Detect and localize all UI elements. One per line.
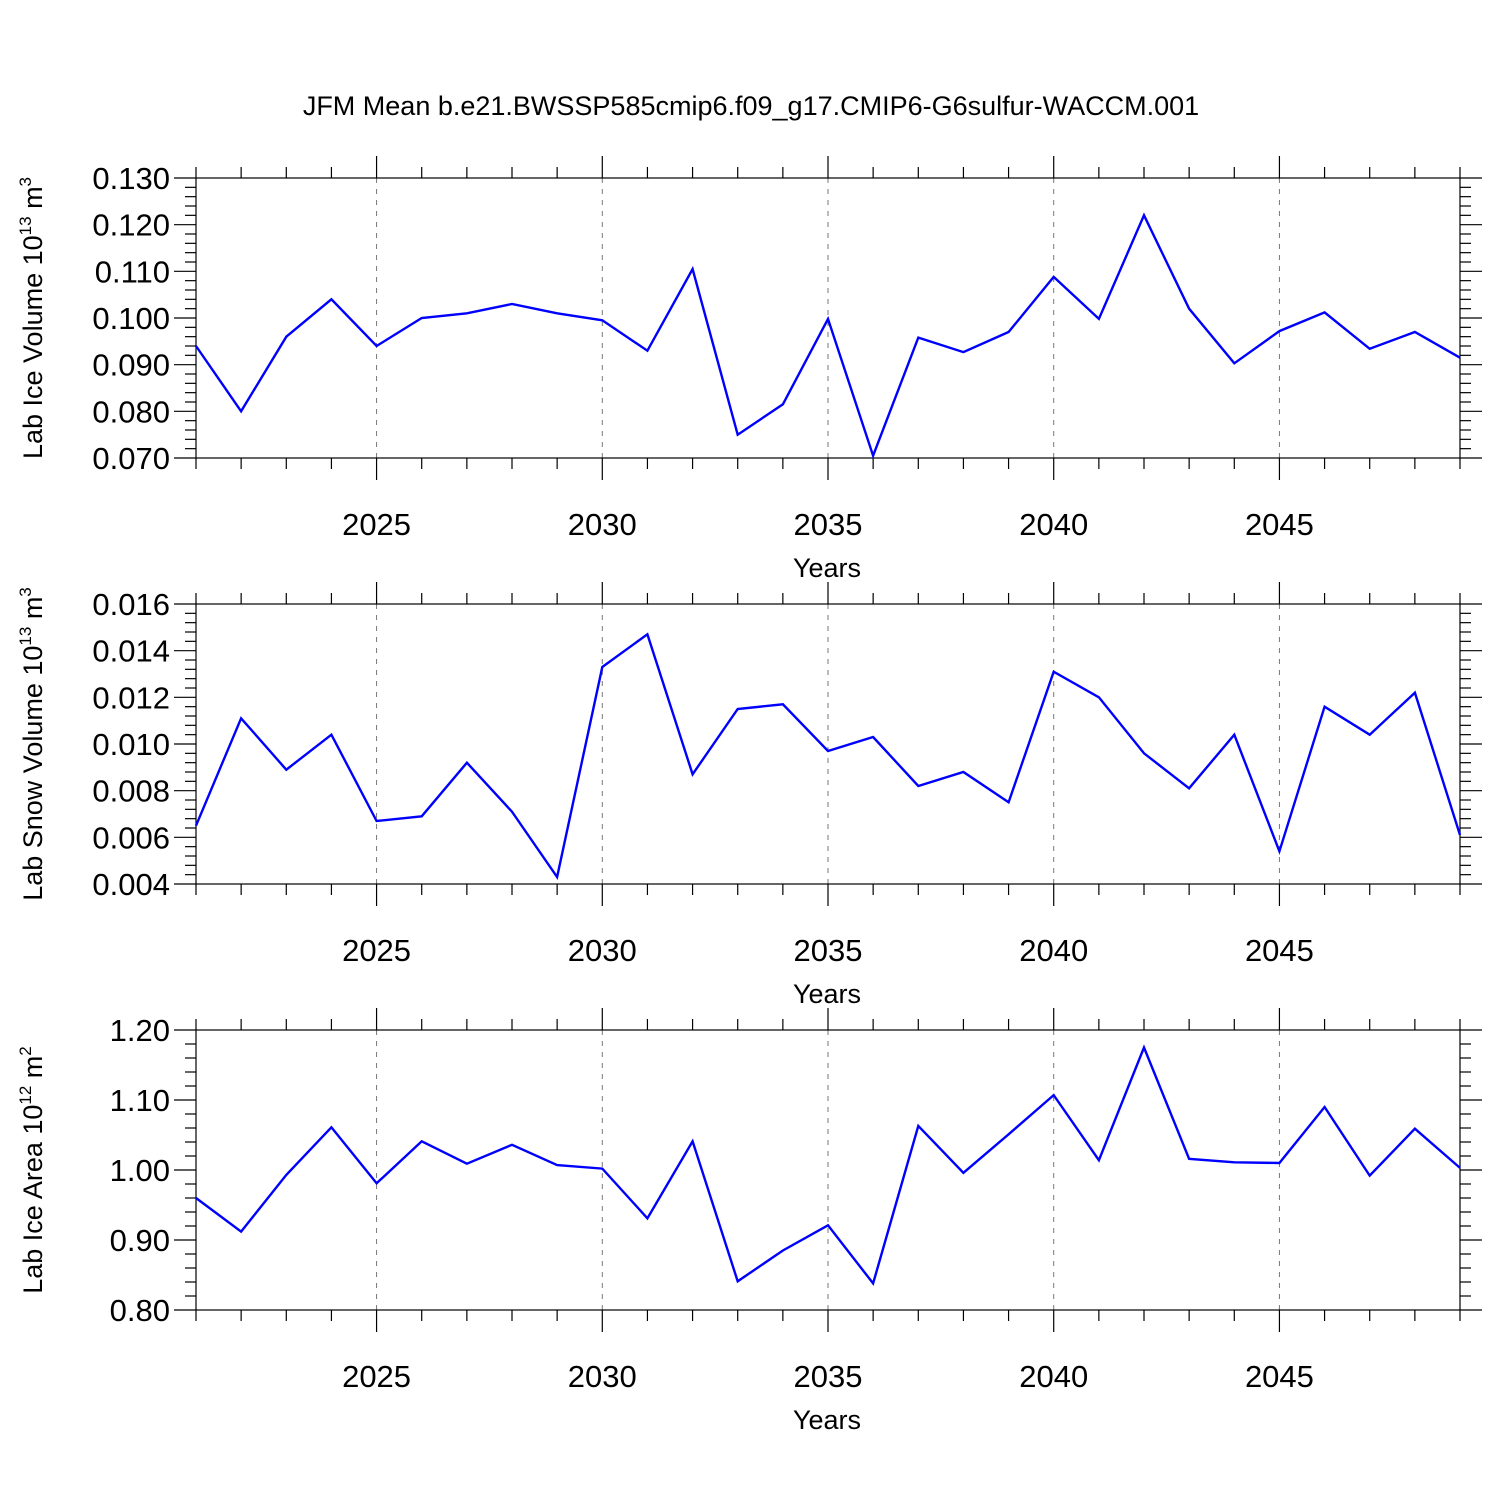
- x-tick-label: 2030: [568, 1359, 637, 1394]
- y-tick-label: 1.10: [110, 1083, 170, 1118]
- x-tick-label: 2040: [1019, 933, 1088, 968]
- y-tick-label: 0.016: [92, 587, 170, 622]
- y-tick-label: 0.130: [92, 161, 170, 196]
- panel-ice-volume: 0.070 0.080 0.090 0.100 0.110 0.120 0.130 2025 2…: [16, 156, 1482, 583]
- x-axis-title: Years: [793, 553, 861, 583]
- x-tick-label: 2040: [1019, 1359, 1088, 1394]
- y-tick-label: 0.120: [92, 208, 170, 243]
- y-tick-label: 0.010: [92, 727, 170, 762]
- y-tick-label: 0.080: [92, 394, 170, 429]
- y-tick-label: 0.090: [92, 348, 170, 383]
- x-tick-label: 2025: [342, 507, 411, 542]
- y-tick-label: 0.80: [110, 1293, 170, 1328]
- x-tick-label: 2030: [568, 507, 637, 542]
- x-tick-label: 2030: [568, 933, 637, 968]
- panel-snow-volume: 0.004 0.006 0.008 0.010 0.012 0.014 0.016 2025 2…: [16, 582, 1482, 1009]
- plot-frame: [195, 603, 1461, 885]
- x-tick-label: 2045: [1245, 933, 1314, 968]
- x-tick-label: 2025: [342, 1359, 411, 1394]
- x-tick-label: 2035: [794, 1359, 863, 1394]
- y-tick-label: 0.008: [92, 774, 170, 809]
- y-axis-title: Lab Ice Area 1012 m2: [16, 1046, 48, 1294]
- x-tick-label: 2045: [1245, 507, 1314, 542]
- y-tick-label: 0.006: [92, 820, 170, 855]
- x-tick-label: 2035: [794, 933, 863, 968]
- series-line: [195, 212, 1461, 460]
- x-tick-label: 2040: [1019, 507, 1088, 542]
- y-tick-label: 0.110: [95, 254, 170, 289]
- x-tick-label: 2035: [794, 507, 863, 542]
- x-tick-label: 2025: [342, 933, 411, 968]
- figure-title: JFM Mean b.e21.BWSSP585cmip6.f09_g17.CMI…: [303, 91, 1199, 121]
- y-tick-label: 1.20: [110, 1013, 170, 1048]
- y-tick-label: 0.070: [92, 441, 170, 476]
- x-tick-label: 2045: [1245, 1359, 1314, 1394]
- y-tick-label: 0.100: [92, 301, 170, 336]
- y-axis-title: Lab Snow Volume 1013 m3: [16, 587, 48, 901]
- y-tick-label: 1.00: [110, 1153, 170, 1188]
- y-tick-label: 0.014: [92, 634, 170, 669]
- y-tick-label: 0.012: [92, 680, 170, 715]
- y-axis-title: Lab Ice Volume 1013 m3: [16, 177, 48, 459]
- x-axis-title: Years: [793, 979, 861, 1009]
- panel-ice-area: 0.80 0.90 1.00 1.10 1.20 2025 2030 2035 2040 2045…: [16, 1008, 1482, 1435]
- plot-frame: [195, 1029, 1461, 1311]
- x-axis-title: Years: [793, 1405, 861, 1435]
- y-tick-label: 0.90: [110, 1223, 170, 1258]
- y-tick-label: 0.004: [92, 867, 170, 902]
